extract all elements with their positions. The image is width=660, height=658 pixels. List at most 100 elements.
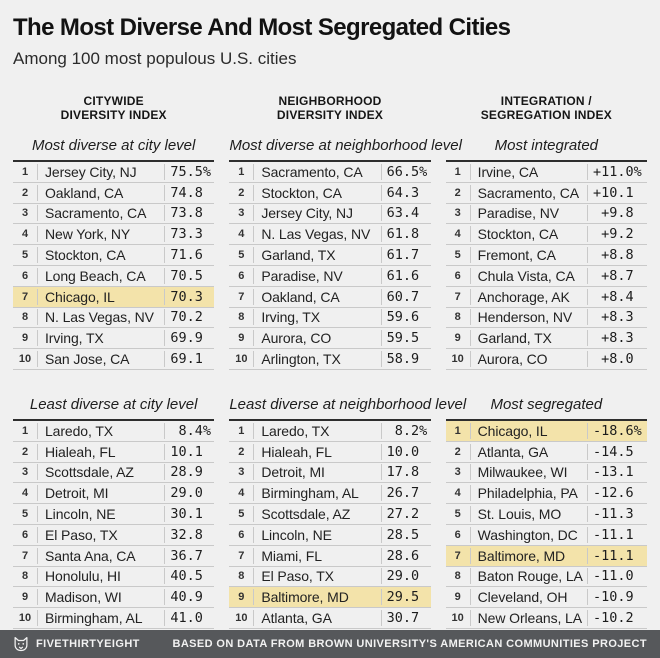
value-cell: -11.0 (586, 568, 647, 585)
table-caption-most-integrated: Most integrated (494, 137, 599, 154)
city-cell: Oakland, CA (37, 184, 164, 201)
city-cell: Stockton, CA (469, 226, 587, 243)
table-row: 5 Fremont, CA +8.8 (445, 245, 647, 266)
table-row: 10 Aurora, CO +8.0 (445, 349, 647, 370)
city-cell: Hialeah, FL (37, 443, 164, 460)
rank-cell: 10 (451, 353, 464, 366)
city-cell: Irvine, CA (469, 163, 587, 180)
value-cell: 69.1 (164, 351, 214, 368)
value-cell: 70.2 (164, 309, 214, 326)
table-row: 9 Baltimore, MD 29.5 (229, 587, 431, 609)
rank-cell: 4 (238, 228, 245, 241)
value-cell: 10.1 (164, 443, 214, 460)
city-cell: Milwaukee, WI (469, 464, 587, 481)
city-cell: El Paso, TX (37, 526, 164, 543)
value-cell: 75.5% (164, 163, 214, 180)
table-row: 3 Milwaukee, WI -13.1 (445, 463, 647, 484)
rank-cell: 5 (238, 249, 245, 262)
table-row: 3 Paradise, NV +9.8 (445, 204, 647, 225)
table-row: 6 Long Beach, CA 70.5 (13, 266, 215, 287)
city-cell: Stockton, CA (37, 247, 164, 264)
column-header-line2: SEGREGATION INDEX (480, 108, 612, 122)
rank-cell: 3 (238, 466, 245, 479)
table-row: 9 Aurora, CO 59.5 (229, 328, 431, 350)
value-cell: 32.8 (164, 526, 214, 543)
rank-cell: 7 (454, 549, 461, 562)
table-most-diverse-city: 1 Jersey City, NJ 75.5% 2 Oakland, CA 74… (13, 160, 215, 370)
table-caption-most-segregated: Most segregated (490, 395, 603, 413)
rank-cell: 9 (21, 591, 29, 604)
city-cell: Scottsdale, AZ (253, 506, 380, 523)
value-cell: -10.2 (586, 610, 647, 627)
rank-cell: 8 (454, 311, 461, 324)
value-cell: 61.6 (380, 267, 431, 284)
city-cell: Henderson, NV (469, 309, 587, 326)
table-row: 9 Madison, WI 40.9 (13, 587, 215, 609)
value-cell: +8.3 (586, 309, 647, 326)
city-cell: Aurora, CO (253, 330, 380, 347)
rank-cell: 8 (238, 570, 245, 583)
value-cell: 29.5 (380, 589, 431, 606)
value-cell: 59.5 (380, 330, 431, 347)
value-cell: 41.0 (164, 610, 214, 627)
rank-cell: 3 (454, 207, 461, 220)
table-grid: CITYWIDE DIVERSITY INDEX Most diverse at… (13, 94, 647, 629)
column-header-integration: INTEGRATION / SEGREGATION INDEX (446, 94, 647, 122)
rank-cell: 2 (238, 445, 245, 458)
table-row: 4 Birmingham, AL 26.7 (229, 483, 431, 505)
value-cell: 69.9 (164, 330, 214, 347)
table-row: 9 Cleveland, OH -10.9 (445, 587, 647, 609)
rank-cell: 3 (21, 207, 29, 220)
table-most-segregated: 1 Chicago, IL -18.6% 2 Atlanta, GA -14.5… (445, 418, 647, 629)
rank-cell: 2 (238, 186, 245, 199)
table-row: 8 Honolulu, HI 40.5 (13, 567, 215, 588)
table-row: 7 Santa Ana, CA 36.7 (13, 546, 215, 567)
table-row: 3 Detroit, MI 17.8 (229, 463, 431, 484)
value-cell: 8.4% (164, 422, 214, 439)
brand: FIVETHIRTYEIGHT (13, 636, 140, 652)
column-citywide-diversity: CITYWIDE DIVERSITY INDEX Most diverse at… (13, 94, 215, 629)
table-row: 10 San Jose, CA 69.1 (13, 349, 215, 370)
value-cell: 64.3 (380, 184, 431, 201)
value-cell: 17.8 (380, 464, 431, 481)
rank-cell: 1 (454, 424, 461, 437)
page-title: The Most Diverse And Most Segregated Cit… (13, 14, 511, 41)
content-area: The Most Diverse And Most Segregated Cit… (13, 14, 647, 629)
rank-cell: 3 (21, 466, 29, 479)
value-cell: +8.4 (586, 288, 647, 305)
table-row: 2 Stockton, CA 64.3 (229, 183, 431, 204)
rank-cell: 4 (238, 487, 245, 500)
table-row: 5 Stockton, CA 71.6 (13, 245, 215, 266)
column-header-citywide: CITYWIDE DIVERSITY INDEX (13, 94, 214, 122)
rank-cell: 6 (21, 269, 29, 282)
rank-cell: 5 (454, 249, 461, 262)
rank-cell: 1 (238, 165, 245, 178)
value-cell: 73.8 (164, 205, 214, 222)
rank-cell: 1 (21, 424, 29, 437)
footer-attribution: BASED ON DATA FROM BROWN UNIVERSITY'S AM… (172, 638, 647, 650)
rank-cell: 5 (21, 508, 29, 521)
value-cell: 10.0 (380, 443, 431, 460)
city-cell: Chicago, IL (469, 422, 587, 439)
city-cell: Miami, FL (253, 547, 380, 564)
city-cell: Aurora, CO (469, 351, 587, 368)
table-row: 5 Garland, TX 61.7 (229, 245, 431, 266)
city-cell: Honolulu, HI (37, 568, 164, 585)
rank-cell: 8 (454, 570, 461, 583)
city-cell: New York, NY (37, 226, 164, 243)
value-cell: +9.8 (586, 205, 647, 222)
table-row: 8 Baton Rouge, LA -11.0 (445, 567, 647, 588)
city-cell: Lincoln, NE (37, 506, 164, 523)
value-cell: +8.3 (586, 330, 647, 347)
city-cell: Irving, TX (253, 309, 380, 326)
column-header-line1: NEIGHBORHOOD (278, 94, 382, 108)
table-row: 2 Atlanta, GA -14.5 (445, 442, 647, 463)
value-cell: -10.9 (586, 589, 647, 606)
table-row: 10 Arlington, TX 58.9 (229, 349, 431, 370)
rank-cell: 2 (21, 445, 29, 458)
rank-cell: 10 (235, 353, 248, 366)
value-cell: -18.6% (586, 422, 647, 439)
value-cell: 71.6 (164, 247, 214, 264)
table-row: 2 Oakland, CA 74.8 (13, 183, 215, 204)
table-row: 1 Jersey City, NJ 75.5% (13, 162, 215, 183)
